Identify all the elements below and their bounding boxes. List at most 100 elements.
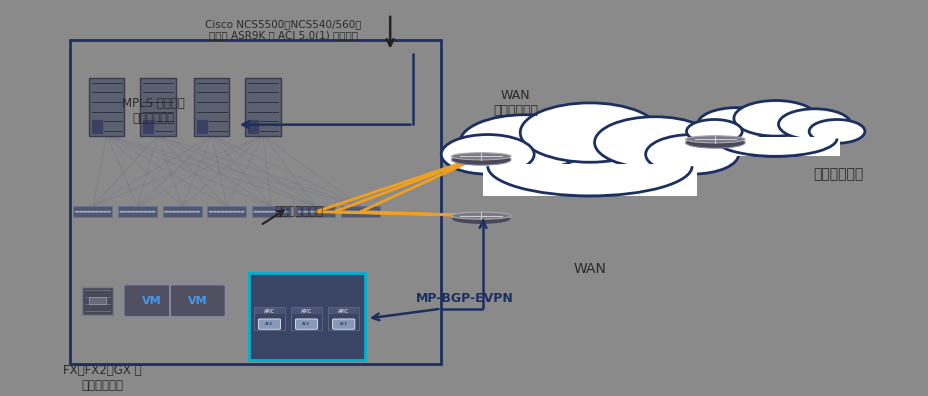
Text: APIC: APIC bbox=[264, 308, 275, 314]
Circle shape bbox=[645, 135, 738, 174]
Circle shape bbox=[213, 211, 217, 213]
Text: MPLS タグ付き
トラフィック: MPLS タグ付き トラフィック bbox=[122, 97, 185, 125]
Circle shape bbox=[172, 211, 176, 213]
Circle shape bbox=[362, 211, 367, 213]
Ellipse shape bbox=[451, 212, 510, 219]
Circle shape bbox=[220, 211, 225, 213]
Text: VM: VM bbox=[187, 296, 208, 306]
FancyBboxPatch shape bbox=[207, 206, 246, 217]
Text: ACE: ACE bbox=[340, 322, 347, 326]
Circle shape bbox=[119, 211, 124, 213]
Circle shape bbox=[106, 211, 111, 213]
FancyBboxPatch shape bbox=[194, 78, 229, 135]
FancyBboxPatch shape bbox=[329, 307, 358, 330]
Circle shape bbox=[139, 211, 144, 213]
Circle shape bbox=[135, 211, 139, 213]
Text: MP-BGP-EVPN: MP-BGP-EVPN bbox=[415, 292, 513, 305]
Circle shape bbox=[366, 211, 370, 213]
Circle shape bbox=[309, 211, 314, 213]
Circle shape bbox=[208, 211, 213, 213]
FancyBboxPatch shape bbox=[162, 206, 201, 217]
Circle shape bbox=[86, 211, 91, 213]
Circle shape bbox=[196, 211, 200, 213]
Ellipse shape bbox=[451, 153, 510, 160]
FancyBboxPatch shape bbox=[196, 119, 208, 133]
FancyBboxPatch shape bbox=[253, 307, 284, 330]
Circle shape bbox=[225, 211, 228, 213]
Circle shape bbox=[187, 211, 192, 213]
Circle shape bbox=[697, 108, 775, 141]
FancyBboxPatch shape bbox=[291, 307, 322, 330]
Circle shape bbox=[232, 211, 237, 213]
FancyBboxPatch shape bbox=[170, 284, 226, 317]
FancyBboxPatch shape bbox=[332, 319, 354, 329]
FancyBboxPatch shape bbox=[247, 119, 259, 133]
Circle shape bbox=[98, 211, 103, 213]
FancyBboxPatch shape bbox=[91, 119, 103, 133]
FancyBboxPatch shape bbox=[89, 297, 106, 304]
Text: WAN: WAN bbox=[573, 262, 606, 276]
Text: APIC: APIC bbox=[338, 308, 349, 314]
FancyBboxPatch shape bbox=[329, 308, 357, 314]
Circle shape bbox=[184, 211, 188, 213]
Circle shape bbox=[284, 211, 289, 213]
Circle shape bbox=[264, 211, 269, 213]
Circle shape bbox=[317, 211, 322, 213]
FancyBboxPatch shape bbox=[251, 206, 290, 217]
FancyBboxPatch shape bbox=[123, 284, 179, 317]
Circle shape bbox=[79, 211, 84, 213]
Circle shape bbox=[329, 211, 334, 213]
Circle shape bbox=[269, 211, 273, 213]
Circle shape bbox=[151, 211, 156, 213]
Text: ACE: ACE bbox=[303, 322, 310, 326]
Text: APIC: APIC bbox=[301, 308, 312, 314]
Circle shape bbox=[168, 211, 173, 213]
Circle shape bbox=[369, 211, 374, 213]
Circle shape bbox=[257, 211, 262, 213]
FancyBboxPatch shape bbox=[249, 273, 365, 360]
Circle shape bbox=[342, 211, 346, 213]
Circle shape bbox=[143, 211, 148, 213]
Circle shape bbox=[90, 211, 96, 213]
FancyBboxPatch shape bbox=[254, 308, 284, 314]
Circle shape bbox=[261, 211, 265, 213]
FancyBboxPatch shape bbox=[142, 119, 154, 133]
Circle shape bbox=[277, 211, 281, 213]
Ellipse shape bbox=[714, 121, 836, 156]
Circle shape bbox=[273, 211, 277, 213]
FancyBboxPatch shape bbox=[341, 206, 380, 217]
Circle shape bbox=[102, 211, 107, 213]
Text: ACE: ACE bbox=[265, 322, 273, 326]
FancyBboxPatch shape bbox=[295, 319, 317, 329]
Circle shape bbox=[95, 211, 99, 213]
Circle shape bbox=[191, 211, 196, 213]
Circle shape bbox=[594, 117, 715, 168]
Circle shape bbox=[325, 211, 329, 213]
Circle shape bbox=[297, 211, 302, 213]
FancyBboxPatch shape bbox=[82, 286, 113, 315]
Circle shape bbox=[164, 211, 169, 213]
Circle shape bbox=[180, 211, 184, 213]
Circle shape bbox=[147, 211, 151, 213]
FancyBboxPatch shape bbox=[89, 78, 124, 135]
Text: FX、FX2、GX の
リーフモデル: FX、FX2、GX の リーフモデル bbox=[63, 364, 141, 392]
Circle shape bbox=[302, 211, 306, 213]
Text: ボーダーリーフ: ボーダーリーフ bbox=[274, 205, 323, 218]
FancyBboxPatch shape bbox=[118, 206, 157, 217]
Circle shape bbox=[123, 211, 128, 213]
FancyBboxPatch shape bbox=[140, 78, 175, 135]
Text: WAN
エッジルータ: WAN エッジルータ bbox=[493, 89, 537, 117]
Circle shape bbox=[74, 211, 80, 213]
Ellipse shape bbox=[451, 213, 510, 225]
FancyBboxPatch shape bbox=[296, 206, 335, 217]
FancyBboxPatch shape bbox=[245, 78, 280, 135]
Circle shape bbox=[354, 211, 358, 213]
Ellipse shape bbox=[685, 136, 744, 143]
Circle shape bbox=[778, 109, 850, 140]
Circle shape bbox=[175, 211, 180, 213]
Circle shape bbox=[228, 211, 233, 213]
Ellipse shape bbox=[487, 137, 691, 196]
FancyBboxPatch shape bbox=[483, 164, 696, 196]
Circle shape bbox=[350, 211, 354, 213]
Ellipse shape bbox=[685, 137, 744, 148]
